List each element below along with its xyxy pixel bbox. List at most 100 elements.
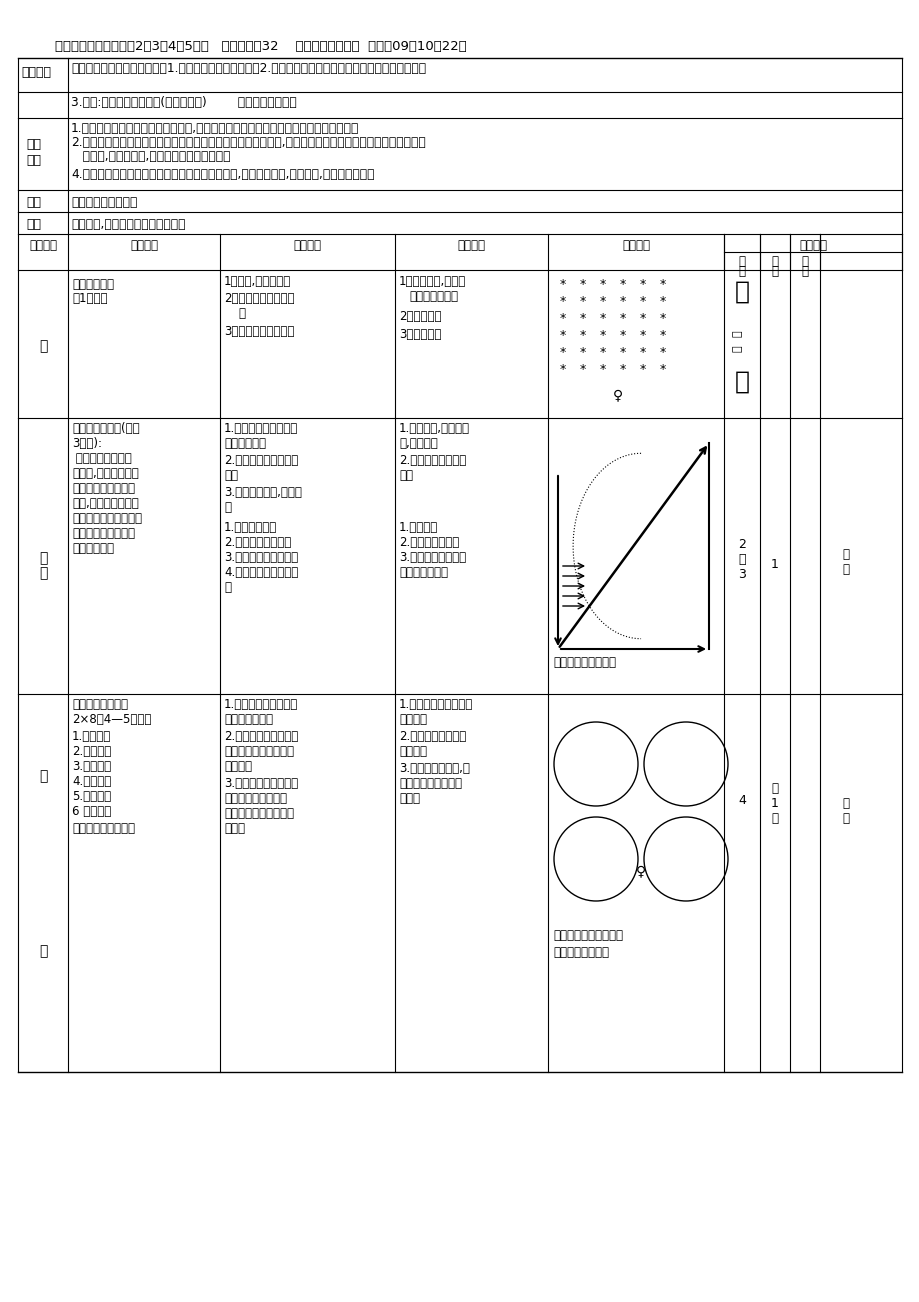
Text: 1.讲解并示范运球趣味: 1.讲解并示范运球趣味 — [223, 422, 298, 435]
Text: 教学过程: 教学过程 — [29, 240, 57, 253]
Text: 强: 强 — [800, 255, 808, 268]
Text: 3．提出课上练习要求: 3．提出课上练习要求 — [223, 326, 294, 339]
Text: *: * — [579, 329, 585, 342]
Text: 备课）: 备课） — [223, 822, 244, 835]
Text: 三、行进间球操：: 三、行进间球操： — [72, 698, 128, 711]
Text: ♀: ♀ — [612, 388, 622, 402]
Text: 范,积极领会: 范,积极领会 — [399, 437, 437, 450]
Text: 习: 习 — [223, 501, 231, 514]
Text: 5.腹背运动: 5.腹背运动 — [72, 790, 111, 803]
Text: 成四个圆进行练习: 成四个圆进行练习 — [552, 947, 608, 960]
Text: *: * — [560, 296, 565, 309]
Text: 带领下口令下到指定场: 带领下口令下到指定场 — [223, 745, 294, 758]
Text: 1: 1 — [770, 559, 778, 572]
Text: *: * — [659, 296, 665, 309]
Text: *: * — [659, 312, 665, 326]
Text: 4.通过各组的运传球配合练习培养学生的协作能力,勇于克服困难,树立自信,不断进取的精神: 4.通过各组的运传球配合练习培养学生的协作能力,勇于克服困难,树立自信,不断进取… — [71, 168, 374, 181]
Text: 2．遵守纪律: 2．遵守纪律 — [399, 310, 441, 323]
Text: 运球趣味跑组织路线: 运球趣味跑组织路线 — [552, 656, 616, 669]
Text: 1．整队,安排见习生: 1．整队,安排见习生 — [223, 275, 291, 288]
Text: 参与练习: 参与练习 — [399, 745, 426, 758]
Text: ～: ～ — [737, 553, 745, 566]
Text: 要求并举例示范: 要求并举例示范 — [223, 713, 273, 727]
Text: *: * — [599, 346, 606, 359]
Text: 教学内容: 教学内容 — [130, 240, 158, 253]
Text: *: * — [619, 346, 626, 359]
Text: （: （ — [733, 280, 749, 303]
Text: 4.体转运动: 4.体转运动 — [72, 775, 111, 788]
Text: （说明：组长课前参加: （说明：组长课前参加 — [223, 807, 294, 820]
Text: 3.教师运球领跑,组织练: 3.教师运球领跑,组织练 — [223, 486, 301, 499]
Text: *: * — [560, 329, 565, 342]
Text: 运动负荷: 运动负荷 — [798, 240, 826, 253]
Text: *: * — [640, 279, 645, 292]
Text: 传球不准,接球不稳，时机把握不好: 传球不准,接球不稳，时机把握不好 — [71, 217, 186, 230]
Text: 3分钟):: 3分钟): — [72, 437, 102, 450]
Text: *: * — [579, 312, 585, 326]
Text: 次: 次 — [771, 255, 777, 268]
Text: *: * — [640, 296, 645, 309]
Text: 时: 时 — [738, 255, 744, 268]
Text: 导: 导 — [39, 769, 47, 783]
Text: 课: 课 — [39, 339, 47, 353]
Text: 1.讲解跑动路线: 1.讲解跑动路线 — [223, 521, 277, 534]
Text: 2.按组织和要求积极: 2.按组织和要求积极 — [399, 730, 466, 743]
Text: 课: 课 — [39, 551, 47, 565]
Text: 的: 的 — [39, 566, 47, 579]
Text: 组在组长领做下完成: 组在组长领做下完成 — [223, 792, 287, 805]
Text: 教学内容: 教学内容 — [21, 66, 51, 79]
Text: *: * — [619, 296, 626, 309]
Text: 2.按要求认真练习: 2.按要求认真练习 — [399, 536, 459, 549]
Text: 将学生四列横队分别绕: 将学生四列横队分别绕 — [552, 930, 622, 943]
Text: 目标: 目标 — [26, 154, 41, 167]
Text: *: * — [560, 363, 565, 376]
Text: 3.体侧运动: 3.体侧运动 — [72, 760, 111, 773]
Text: 2.组织和指导学生上线: 2.组织和指导学生上线 — [223, 454, 298, 467]
Text: *: * — [579, 346, 585, 359]
Text: 做急停,并根据手势分: 做急停,并根据手势分 — [72, 467, 139, 480]
Text: 2.按组织和要求积极: 2.按组织和要求积极 — [399, 454, 466, 467]
Text: 2.让各组学生在组长的: 2.让各组学生在组长的 — [223, 730, 298, 743]
Text: 中: 中 — [842, 548, 848, 561]
Text: 练习: 练习 — [223, 469, 238, 482]
Text: 行进间传接球的时机: 行进间传接球的时机 — [71, 197, 137, 210]
Text: *: * — [560, 279, 565, 292]
Text: 难点: 难点 — [26, 217, 41, 230]
Text: *: * — [619, 279, 626, 292]
Text: 钟: 钟 — [732, 345, 743, 352]
Text: 1.认真听讲: 1.认真听讲 — [399, 521, 437, 534]
Text: 求动作规范，球落及: 求动作规范，球落及 — [399, 777, 461, 790]
Text: 1.认真听讲，看示范，: 1.认真听讲，看示范， — [399, 698, 472, 711]
Text: 标: 标 — [238, 307, 244, 320]
Text: 度: 度 — [800, 266, 808, 279]
Text: 提高行进间控能力和: 提高行进间控能力和 — [72, 527, 135, 540]
Text: 做呼吸放松练习: 做呼吸放松练习 — [399, 566, 448, 579]
Text: 次: 次 — [771, 812, 777, 825]
Text: 4: 4 — [737, 794, 745, 807]
Text: 积极领会: 积极领会 — [399, 713, 426, 727]
Text: 教师活动: 教师活动 — [292, 240, 321, 253]
Text: 二、运球趣味跑(热身: 二、运球趣味跑(热身 — [72, 422, 140, 435]
Text: 3: 3 — [737, 568, 745, 581]
Text: 2: 2 — [737, 538, 745, 551]
Text: *: * — [640, 363, 645, 376]
Text: *: * — [599, 329, 606, 342]
Text: *: * — [640, 346, 645, 359]
Text: 1: 1 — [770, 797, 778, 810]
Text: 1．认真听讲,明确内: 1．认真听讲,明确内 — [399, 275, 466, 288]
Text: 2.踢腿运动: 2.踢腿运动 — [72, 745, 111, 758]
Text: 分: 分 — [732, 329, 743, 337]
Text: *: * — [579, 363, 585, 376]
Text: 6 压腿运动: 6 压腿运动 — [72, 805, 111, 818]
Text: 跑方法和要求: 跑方法和要求 — [223, 437, 266, 450]
Text: 目的：巩固球性练习: 目的：巩固球性练习 — [72, 822, 135, 835]
Text: 数: 数 — [771, 266, 777, 279]
Text: 行进间运球练习。目的: 行进间运球练习。目的 — [72, 512, 142, 525]
Text: *: * — [579, 296, 585, 309]
Text: 篮球运球一传接球技术组合：1.复习四角运球一传接球；2.学习一定距离运球、传球侧身跑、接球运球练习: 篮球运球一传接球技术组合：1.复习四角运球一传接球；2.学习一定距离运球、传球侧… — [71, 62, 425, 76]
Text: 术组合,行进间控球,传接球运用能力得以提高: 术组合,行进间控球,传接球运用能力得以提高 — [71, 150, 231, 163]
Text: 学习: 学习 — [26, 138, 41, 151]
Text: 授课班级：初一年级（2，3，4，5）班   学生人数：32    授课教师：刘瑗君  时间：09年10月22日: 授课班级：初一年级（2，3，4，5）班 学生人数：32 授课教师：刘瑗君 时间：… — [55, 40, 466, 53]
Text: 中: 中 — [842, 797, 848, 810]
Text: （1分钟）: （1分钟） — [72, 292, 108, 305]
